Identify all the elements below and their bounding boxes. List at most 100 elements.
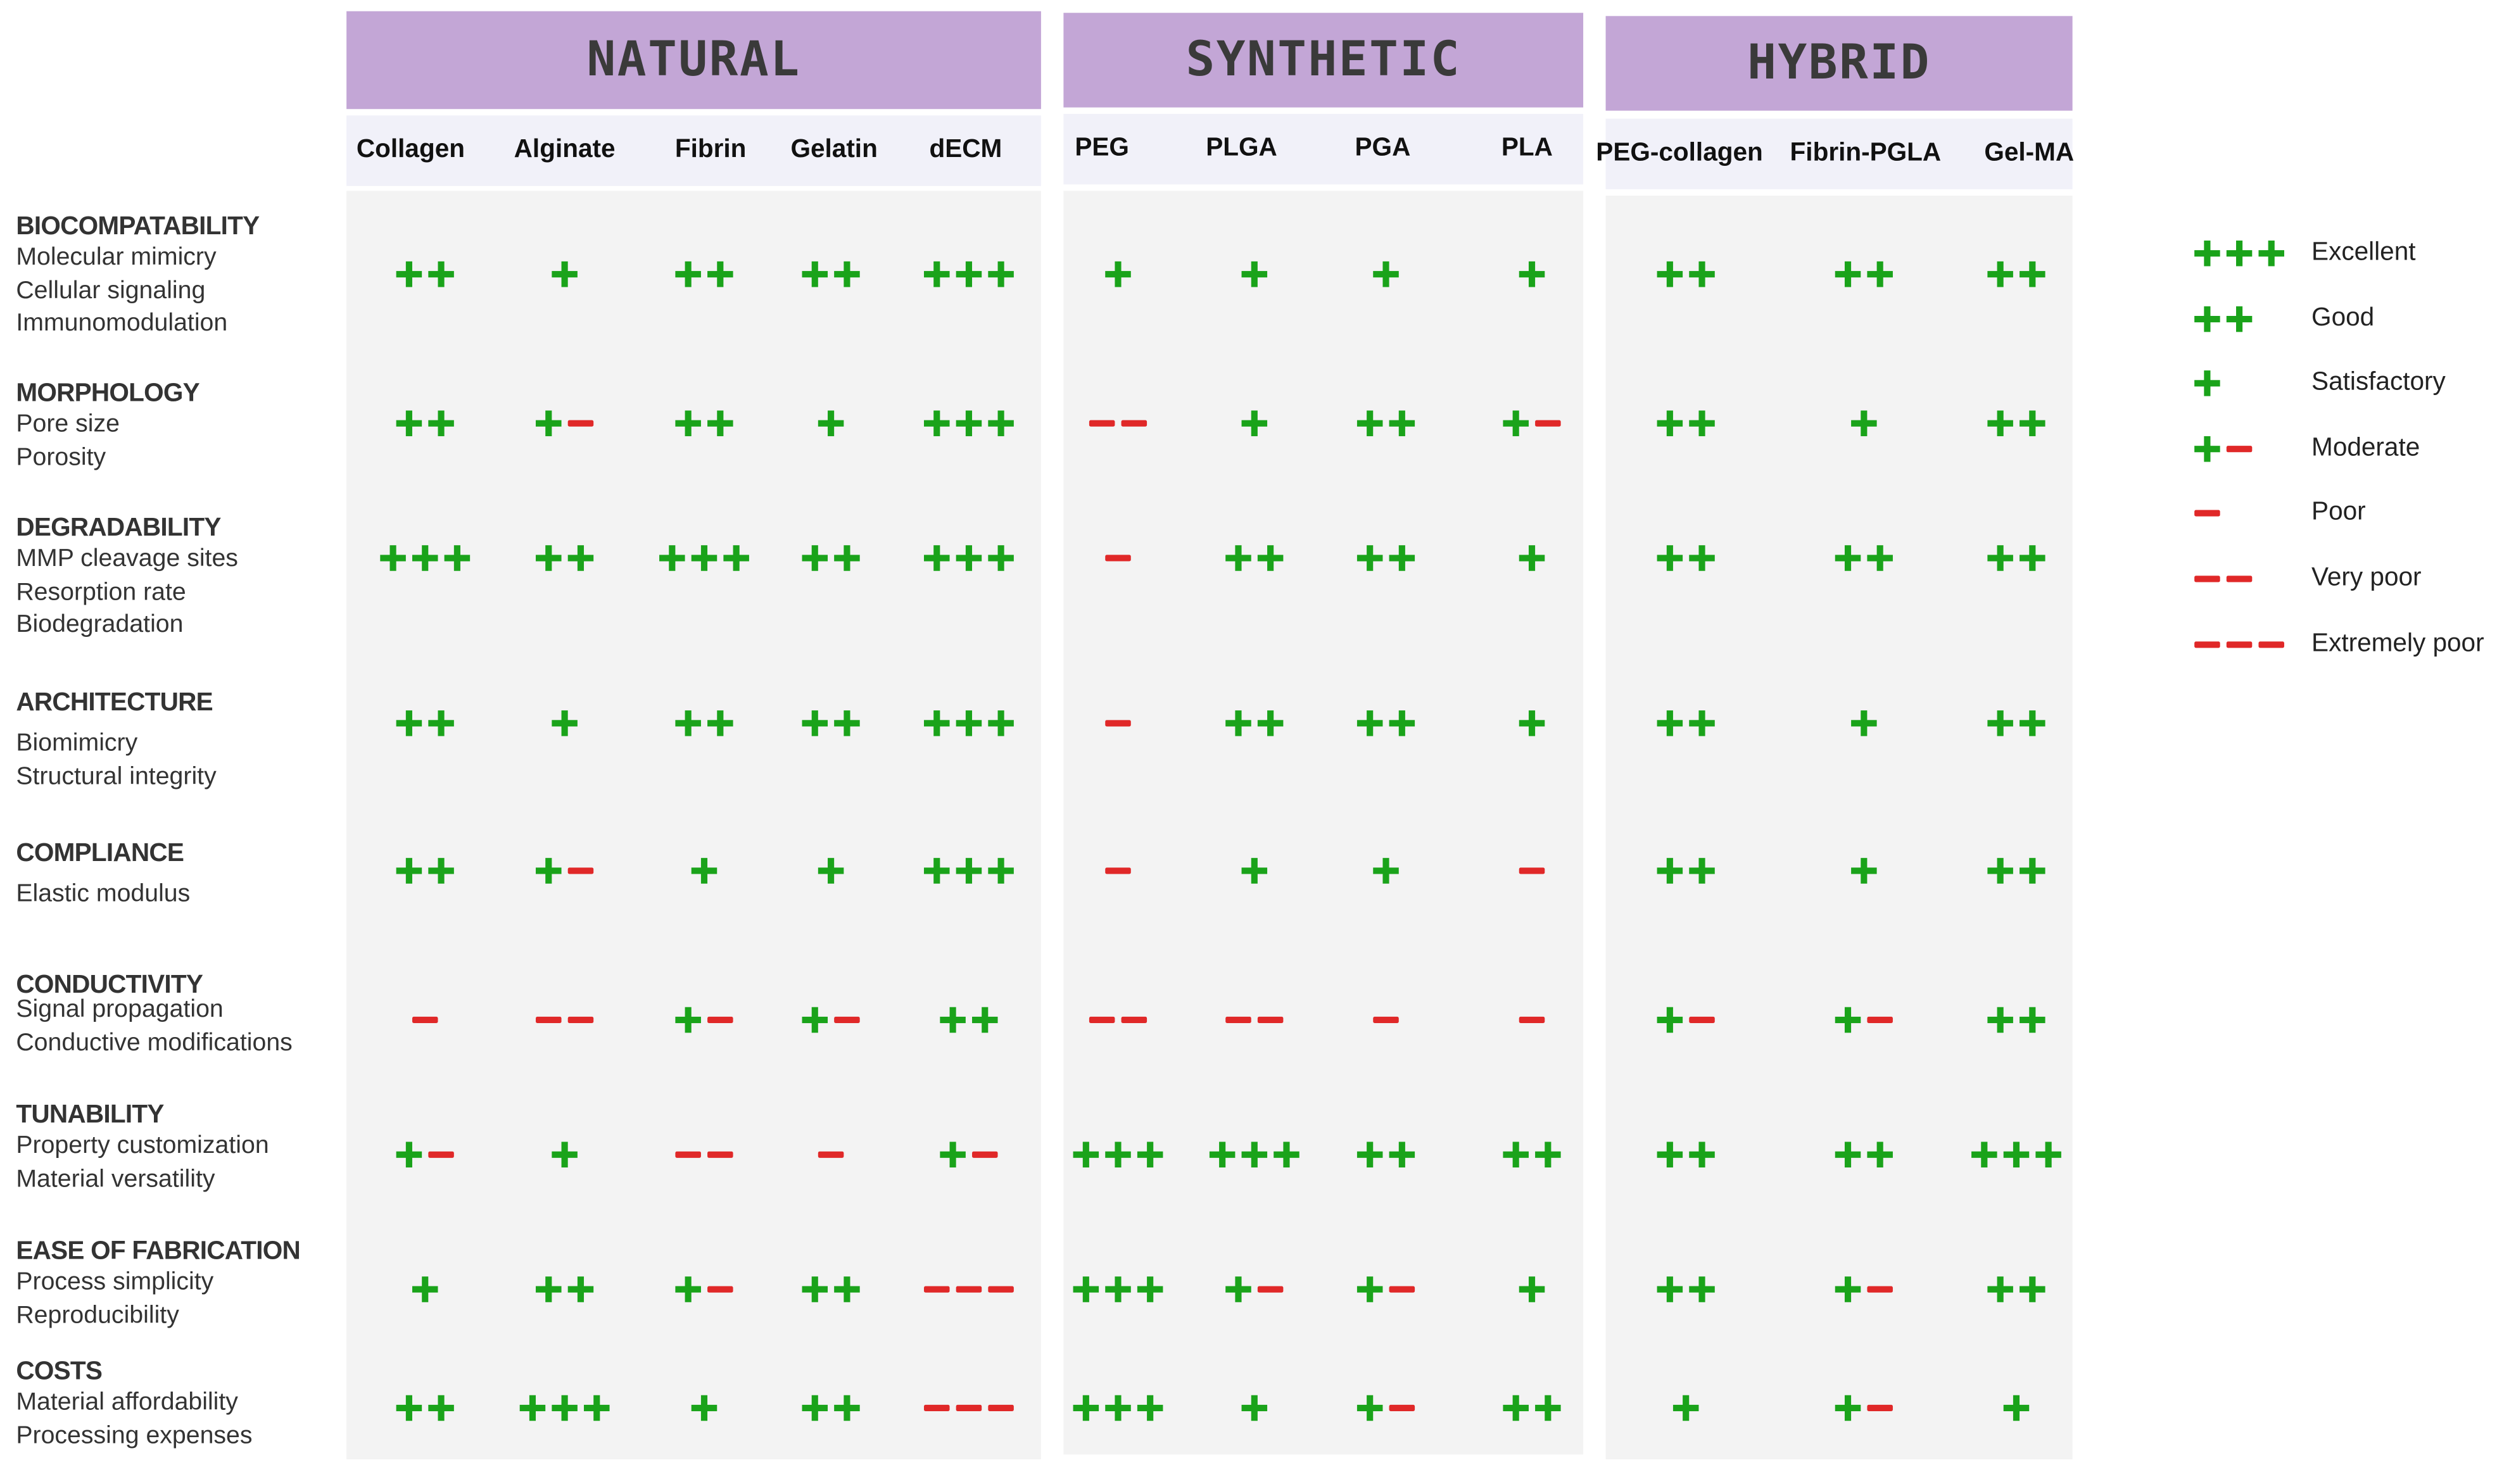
rating-cell bbox=[493, 1135, 637, 1174]
plus-icon bbox=[2003, 1395, 2030, 1421]
rating-cell bbox=[1182, 704, 1327, 743]
rating-cell bbox=[1792, 704, 1936, 743]
minus-icon bbox=[1867, 1286, 1893, 1293]
plus-icon bbox=[802, 1395, 828, 1421]
plus-icon bbox=[1073, 1141, 1099, 1168]
plus-icon bbox=[428, 410, 454, 436]
legend-label: Poor bbox=[2311, 498, 2366, 526]
plus-icon bbox=[536, 1276, 562, 1302]
rating-cell bbox=[1046, 1135, 1191, 1174]
group-header-synthetic: SYNTHETIC bbox=[1063, 13, 1584, 108]
minus-icon bbox=[2258, 641, 2284, 648]
material-label: Fibrin bbox=[674, 136, 747, 164]
rating-cell bbox=[1182, 1001, 1327, 1040]
plus-icon bbox=[1225, 710, 1251, 736]
criterion-tunability: TUNABILITY Property customization Materi… bbox=[16, 1102, 345, 1196]
minus-icon bbox=[1089, 420, 1115, 427]
rating-cell bbox=[632, 404, 776, 443]
legend-item: Satisfactory bbox=[2194, 364, 2515, 403]
rating-cell bbox=[1046, 404, 1191, 443]
legend-item: Excellent bbox=[2194, 234, 2515, 273]
legend-item: Extremely poor bbox=[2194, 626, 2515, 664]
plus-icon bbox=[2194, 240, 2220, 267]
rating-cell bbox=[1314, 852, 1458, 890]
rating-cell bbox=[1314, 1270, 1458, 1309]
group-title: NATURAL bbox=[586, 32, 801, 89]
rating-cell bbox=[632, 704, 776, 743]
rating-cell bbox=[759, 1135, 903, 1174]
rating-cell bbox=[1182, 1389, 1327, 1428]
criterion-subitem: Reproducibility bbox=[16, 1301, 179, 1329]
plus-icon bbox=[2226, 240, 2253, 267]
criterion-title: TUNABILITY bbox=[16, 1102, 164, 1129]
plus-icon bbox=[1535, 1141, 1561, 1168]
rating-cell bbox=[1614, 539, 1758, 577]
criterion-subitem: Conductive modifications bbox=[16, 1028, 293, 1056]
plus-icon bbox=[659, 545, 685, 571]
plus-icon bbox=[552, 710, 578, 736]
rating-cell bbox=[632, 539, 776, 577]
plus-icon bbox=[1657, 1276, 1683, 1302]
plus-icon bbox=[924, 410, 950, 436]
material-label: Gel-MA bbox=[1984, 139, 2075, 167]
minus-icon bbox=[988, 1286, 1014, 1293]
plus-icon bbox=[834, 261, 860, 287]
plus-icon bbox=[924, 261, 950, 287]
rating-cell bbox=[353, 255, 497, 294]
plus-icon bbox=[2020, 1276, 2045, 1302]
rating-cell bbox=[1460, 1389, 1604, 1428]
rating-cell bbox=[897, 1270, 1041, 1309]
rating-cell bbox=[759, 1001, 903, 1040]
legend-item: Poor bbox=[2194, 494, 2515, 532]
plus-icon bbox=[988, 410, 1014, 436]
material-header-natural: Collagen Alginate Fibrin Gelatin dECM bbox=[346, 115, 1041, 186]
group-title: SYNTHETIC bbox=[1185, 32, 1462, 89]
plus-icon bbox=[1519, 710, 1545, 736]
plus-icon bbox=[536, 545, 562, 571]
plus-icon bbox=[380, 545, 406, 571]
plus-icon bbox=[536, 410, 562, 436]
plus-icon bbox=[802, 1007, 828, 1033]
minus-icon bbox=[707, 1016, 733, 1024]
minus-icon bbox=[1257, 1016, 1284, 1024]
plus-icon bbox=[1835, 261, 1861, 287]
rating-cell bbox=[1314, 1001, 1458, 1040]
plus-icon bbox=[1105, 261, 1131, 287]
criterion-title: DEGRADABILITY bbox=[16, 515, 221, 543]
rating-cell bbox=[353, 539, 497, 577]
rating-cell bbox=[759, 1270, 903, 1309]
plus-icon bbox=[1519, 545, 1545, 571]
group-title: HYBRID bbox=[1747, 35, 1931, 92]
plus-icon bbox=[1689, 545, 1715, 571]
plus-icon bbox=[1503, 1141, 1529, 1168]
plus-icon bbox=[988, 710, 1014, 736]
criterion-compliance: COMPLIANCE Elastic modulus bbox=[16, 840, 345, 912]
plus-icon bbox=[802, 545, 828, 571]
plus-icon bbox=[1389, 710, 1415, 736]
rating-cell bbox=[1046, 852, 1191, 890]
plus-icon bbox=[675, 410, 701, 436]
rating-cell bbox=[759, 255, 903, 294]
minus-icon bbox=[428, 1151, 454, 1158]
plus-icon bbox=[444, 545, 471, 571]
rating-cell bbox=[1944, 539, 2089, 577]
minus-icon bbox=[412, 1016, 438, 1024]
plus-icon bbox=[1689, 261, 1715, 287]
plus-icon bbox=[396, 1395, 422, 1421]
minus-icon bbox=[707, 1286, 733, 1293]
rating-cell bbox=[1314, 255, 1458, 294]
plus-icon bbox=[396, 858, 422, 884]
minus-icon bbox=[1225, 1016, 1251, 1024]
legend-label: Moderate bbox=[2311, 434, 2420, 462]
material-label: Gelatin bbox=[790, 136, 878, 164]
legend-item: Moderate bbox=[2194, 430, 2515, 468]
plus-icon bbox=[1867, 545, 1893, 571]
rating-cell bbox=[493, 539, 637, 577]
minus-icon bbox=[2194, 510, 2220, 517]
rating-cell bbox=[632, 255, 776, 294]
plus-icon bbox=[675, 1276, 701, 1302]
rating-cell bbox=[1182, 255, 1327, 294]
plus-icon bbox=[2003, 1141, 2030, 1168]
plus-icon bbox=[834, 1395, 860, 1421]
plus-icon bbox=[1689, 1276, 1715, 1302]
